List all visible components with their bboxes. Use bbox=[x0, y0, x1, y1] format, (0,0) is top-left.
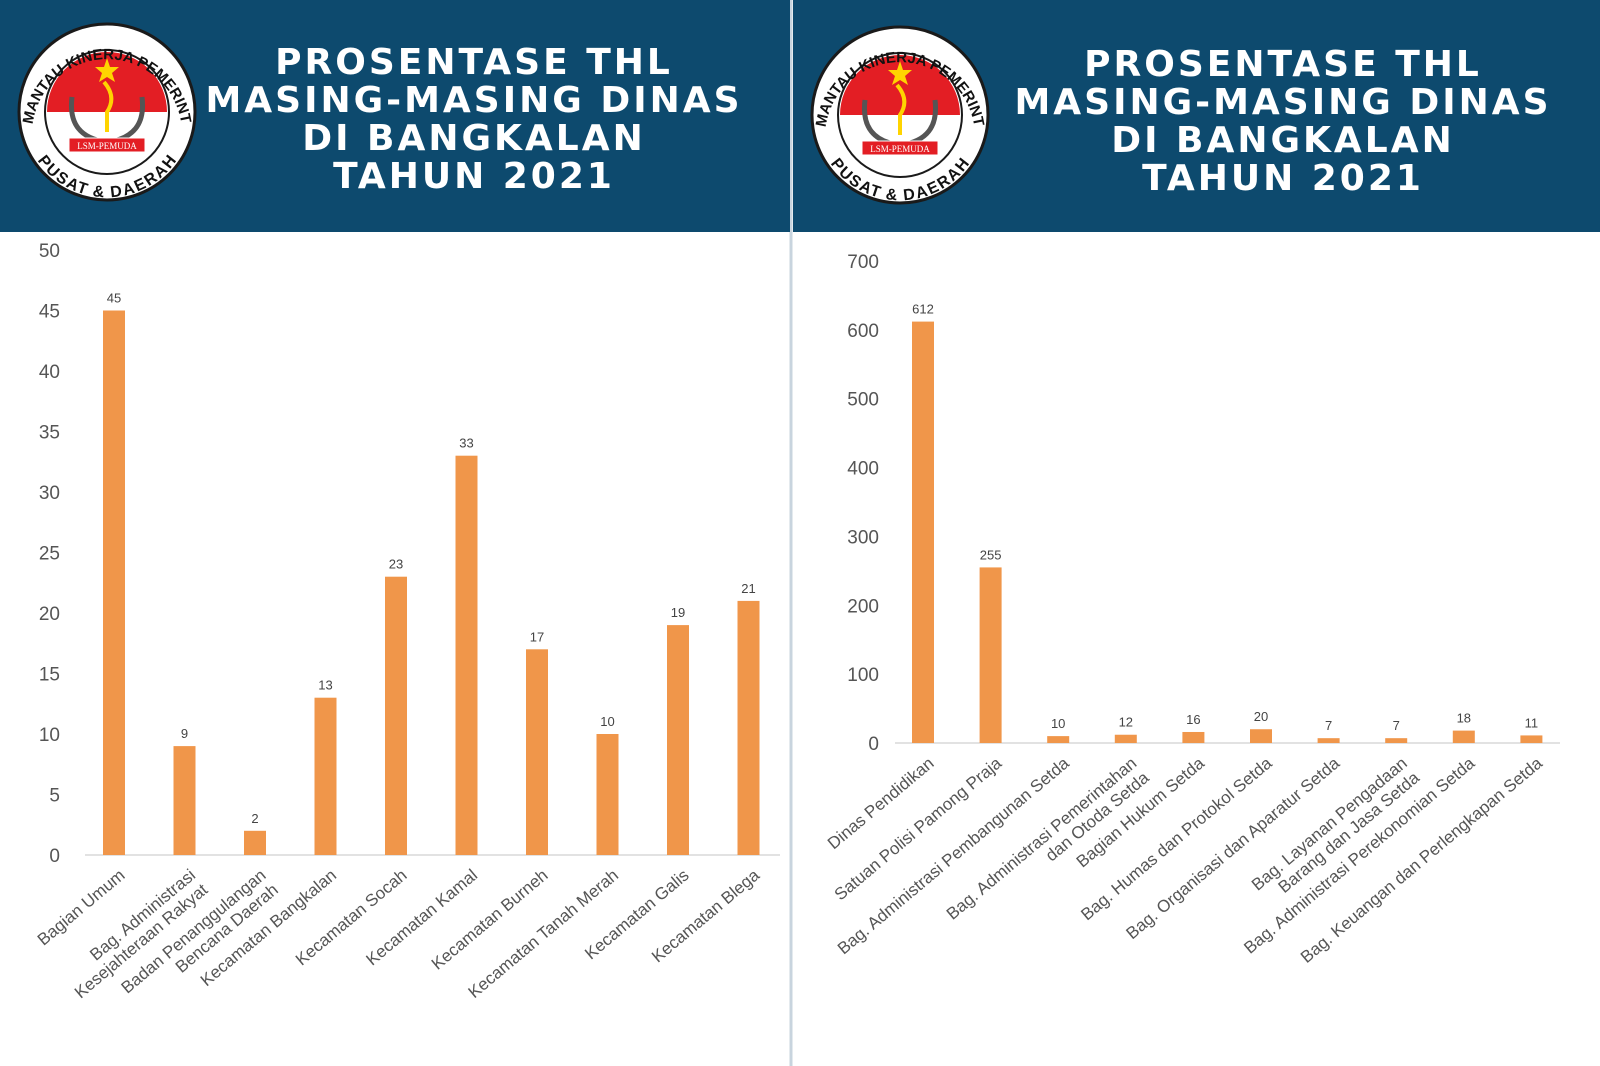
bar bbox=[1047, 736, 1070, 743]
y-tick-label: 500 bbox=[847, 390, 879, 411]
bar bbox=[1250, 729, 1272, 743]
bar bbox=[103, 310, 125, 855]
logo-banner-text: LSM-PEMUDA bbox=[77, 141, 137, 151]
bar bbox=[596, 734, 619, 855]
y-tick-label: 0 bbox=[49, 846, 60, 867]
y-tick-label: 15 bbox=[39, 665, 60, 686]
bar bbox=[737, 600, 760, 855]
value-label: 33 bbox=[459, 436, 473, 451]
value-label: 2 bbox=[251, 811, 258, 826]
y-tick-label: 30 bbox=[39, 483, 60, 504]
bar bbox=[173, 746, 196, 855]
bar bbox=[1520, 735, 1543, 743]
logo-banner bbox=[68, 137, 146, 153]
y-tick-label: 700 bbox=[847, 252, 879, 273]
value-label: 7 bbox=[1393, 718, 1400, 733]
bar bbox=[526, 649, 548, 855]
y-tick-label: 600 bbox=[847, 321, 879, 342]
value-label: 7 bbox=[1325, 718, 1332, 733]
value-label: 612 bbox=[912, 302, 934, 317]
value-label: 16 bbox=[1186, 712, 1200, 727]
value-label: 21 bbox=[741, 581, 755, 596]
value-label: 45 bbox=[107, 291, 121, 306]
y-tick-label: 300 bbox=[847, 527, 879, 548]
value-label: 23 bbox=[389, 557, 403, 572]
bar bbox=[979, 567, 1002, 743]
logo-torch bbox=[895, 83, 907, 135]
y-tick-label: 100 bbox=[847, 665, 879, 686]
y-tick-label: 0 bbox=[868, 734, 879, 755]
value-label: 20 bbox=[1254, 709, 1268, 724]
bar bbox=[667, 625, 689, 855]
y-tick-label: 20 bbox=[39, 604, 60, 625]
bar bbox=[455, 455, 478, 855]
bar bbox=[244, 830, 266, 855]
logo-banner bbox=[861, 140, 939, 156]
value-label: 255 bbox=[980, 547, 1002, 562]
y-tick-label: 45 bbox=[39, 302, 60, 323]
logo-red bbox=[840, 55, 960, 115]
value-label: 19 bbox=[671, 605, 685, 620]
logo-torch bbox=[102, 80, 114, 132]
y-tick-label: 200 bbox=[847, 596, 879, 617]
value-label: 10 bbox=[1051, 716, 1065, 731]
value-label: 9 bbox=[181, 726, 188, 741]
value-label: 12 bbox=[1119, 715, 1133, 730]
chart-title: PROSENTASE THL MASING-MASING DINAS DI BANG… bbox=[1014, 44, 1551, 199]
logo-star bbox=[95, 58, 119, 82]
value-label: 13 bbox=[318, 678, 332, 693]
logo-star bbox=[888, 61, 912, 85]
y-tick-label: 5 bbox=[49, 786, 60, 807]
value-label: 10 bbox=[600, 714, 614, 729]
bar bbox=[1114, 734, 1137, 743]
bar bbox=[1452, 730, 1475, 743]
y-tick-label: 400 bbox=[847, 459, 879, 480]
y-tick-label: 25 bbox=[39, 544, 60, 565]
bar bbox=[1385, 738, 1408, 743]
y-tick-label: 50 bbox=[39, 241, 60, 262]
y-tick-label: 10 bbox=[39, 725, 60, 746]
bar bbox=[385, 576, 407, 855]
bar bbox=[912, 321, 934, 743]
logo-banner-text: LSM-PEMUDA bbox=[870, 144, 930, 154]
y-tick-label: 35 bbox=[39, 423, 60, 444]
bar bbox=[1182, 731, 1205, 743]
logo-red bbox=[47, 52, 167, 112]
bar bbox=[1317, 738, 1340, 743]
chart-title: PROSENTASE THL MASING-MASING DINAS DI BANG… bbox=[205, 42, 742, 197]
bar bbox=[314, 697, 337, 855]
value-label: 11 bbox=[1525, 715, 1539, 730]
y-tick-label: 40 bbox=[39, 362, 60, 383]
value-label: 18 bbox=[1457, 711, 1471, 726]
value-label: 17 bbox=[530, 629, 544, 644]
